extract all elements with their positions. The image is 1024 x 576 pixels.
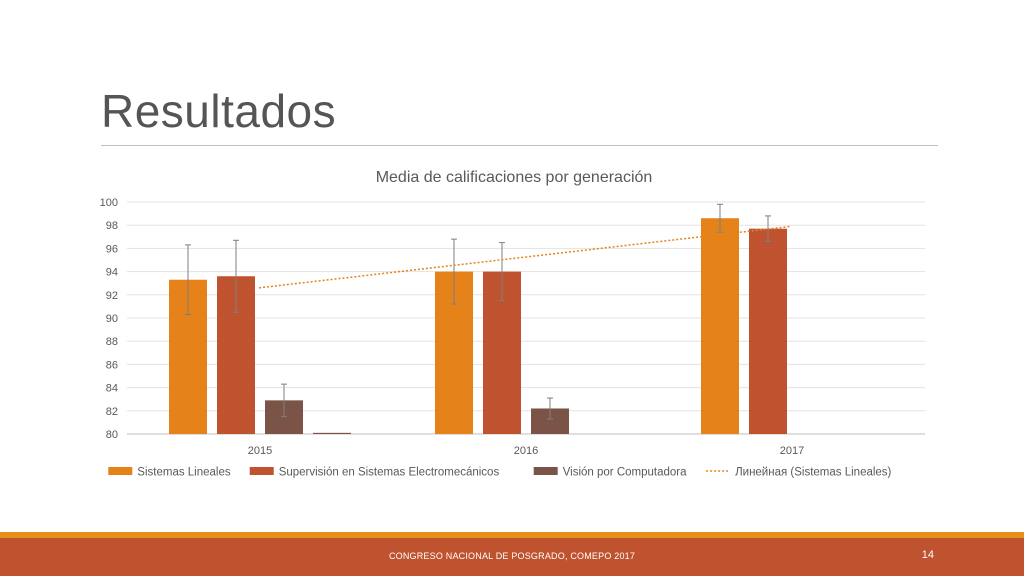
bar xyxy=(313,432,351,434)
bar xyxy=(749,228,787,434)
x-axis-ticks: 2015 2016 2017 xyxy=(248,445,804,457)
y-tick-label: 96 xyxy=(106,243,118,255)
bar-chart: Media de calificaciones por generación 8… xyxy=(100,169,925,479)
legend: Sistemas Lineales Supervisión en Sistemas… xyxy=(108,467,892,479)
gridlines xyxy=(127,201,925,435)
y-tick-label: 80 xyxy=(106,429,118,441)
page-number: 14 xyxy=(921,549,934,561)
legend-swatch xyxy=(249,467,274,475)
x-tick-label: 2017 xyxy=(780,445,804,457)
legend-label: Visión por Computadora xyxy=(563,467,687,479)
chart-title: Media de calificaciones por generación xyxy=(376,169,653,186)
footer-stripe xyxy=(0,532,1024,538)
y-tick-label: 88 xyxy=(106,336,118,348)
bar xyxy=(701,218,739,434)
y-axis-ticks: 80 82 84 86 88 90 92 94 96 98 100 xyxy=(100,197,118,441)
legend-label: Supervisión en Sistemas Electromecánicos xyxy=(279,467,500,479)
legend-swatch xyxy=(108,467,133,475)
y-tick-label: 92 xyxy=(106,290,118,302)
y-tick-label: 100 xyxy=(100,197,118,209)
y-tick-label: 86 xyxy=(106,359,118,371)
legend-swatch xyxy=(533,467,558,475)
footer-text: CONGRESO NACIONAL DE POSGRADO, COMEPO 20… xyxy=(388,551,636,561)
x-tick-label: 2016 xyxy=(514,445,538,457)
error-bars xyxy=(185,203,771,420)
x-tick-label: 2015 xyxy=(248,445,272,457)
y-tick-label: 94 xyxy=(106,267,118,279)
slide-title: Resultados xyxy=(101,85,337,137)
legend-label: Линейная (Sistemas Lineales) xyxy=(735,467,891,479)
title-divider xyxy=(101,145,938,146)
y-tick-label: 90 xyxy=(106,313,118,325)
y-tick-label: 82 xyxy=(106,406,118,418)
trendline-layer xyxy=(258,225,792,289)
legend-label: Sistemas Lineales xyxy=(137,467,231,479)
footer-bar: CONGRESO NACIONAL DE POSGRADO, COMEPO 20… xyxy=(0,538,1024,576)
trendline xyxy=(258,225,792,289)
y-tick-label: 84 xyxy=(106,383,118,395)
bars xyxy=(169,218,787,434)
y-tick-label: 98 xyxy=(106,220,118,232)
